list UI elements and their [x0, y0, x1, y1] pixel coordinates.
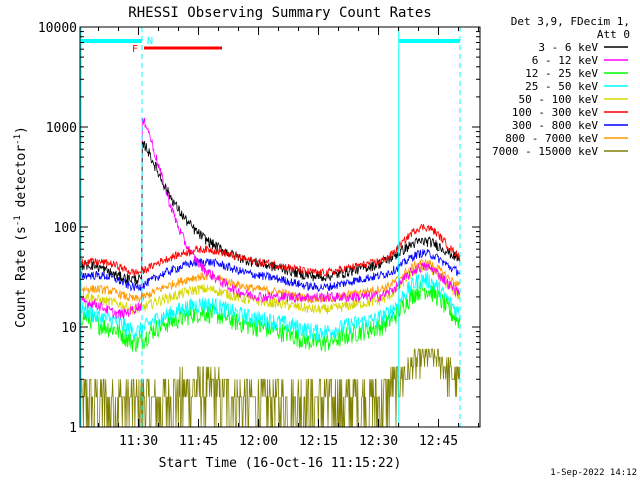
legend-header-line-1: Det 3,9, FDecim 1,: [511, 15, 630, 28]
x-tick-label-0: 11:30: [119, 434, 158, 449]
series-line-7: [80, 259, 461, 304]
footer-timestamp: 1-Sep-2022 14:12: [550, 468, 637, 478]
y-tick-label-2: 100: [54, 221, 77, 236]
x-axis-label: Start Time (16-Oct-16 11:15:22): [159, 456, 402, 471]
series-line-1: [80, 117, 461, 319]
series-line-8: [80, 348, 461, 427]
x-tick-label-5: 12:45: [419, 434, 458, 449]
marker-layer: FN: [80, 27, 461, 427]
legend-label-7: 800 - 7000 keV: [505, 132, 598, 145]
night-label: N: [147, 36, 153, 47]
y-tick-label-1: 10: [61, 321, 77, 336]
series-line-6: [80, 249, 461, 293]
x-tick-label-3: 12:15: [299, 434, 338, 449]
y-axis-label-sup2: -1: [13, 134, 23, 145]
x-tick-label-4: 12:30: [359, 434, 398, 449]
y-axis-label-mid: detector: [14, 145, 29, 216]
legend-header-line-2: Att 0: [597, 28, 630, 41]
legend-label-1: 6 - 12 keV: [532, 54, 599, 67]
series-line-3: [80, 271, 461, 341]
chart-title: RHESSI Observing Summary Count Rates: [128, 5, 431, 21]
legend-label-0: 3 - 6 keV: [538, 41, 598, 54]
legend-label-4: 50 - 100 keV: [519, 93, 599, 106]
legend-label-8: 7000 - 15000 keV: [492, 145, 598, 158]
legend-label-2: 12 - 25 keV: [525, 67, 598, 80]
y-tick-label-0: 1: [69, 421, 77, 436]
series-line-5: [80, 224, 461, 277]
y-axis-label: Count Rate (s-1 detector-1): [13, 126, 29, 328]
flare-label: F: [132, 44, 138, 55]
y-axis-label-main: Count Rate (s: [14, 226, 29, 328]
series-layer: [80, 117, 461, 427]
x-axis-ticks: 11:30 11:45 12:00 12:15 12:30 12:45: [98, 27, 480, 449]
legend-label-3: 25 - 50 keV: [525, 80, 598, 93]
y-axis-ticks: 1 10 100 1000 10000: [38, 21, 480, 436]
y-axis-label-sup1: -1: [13, 215, 23, 226]
y-axis-label-end: ): [14, 126, 29, 134]
x-tick-label-2: 12:00: [239, 434, 278, 449]
x-tick-label-1: 11:45: [179, 434, 218, 449]
series-line-0: [80, 140, 461, 285]
y-tick-label-3: 1000: [46, 121, 77, 136]
legend-label-6: 300 - 800 keV: [512, 119, 598, 132]
legend-label-5: 100 - 300 keV: [512, 106, 598, 119]
y-tick-label-4: 10000: [38, 21, 77, 36]
